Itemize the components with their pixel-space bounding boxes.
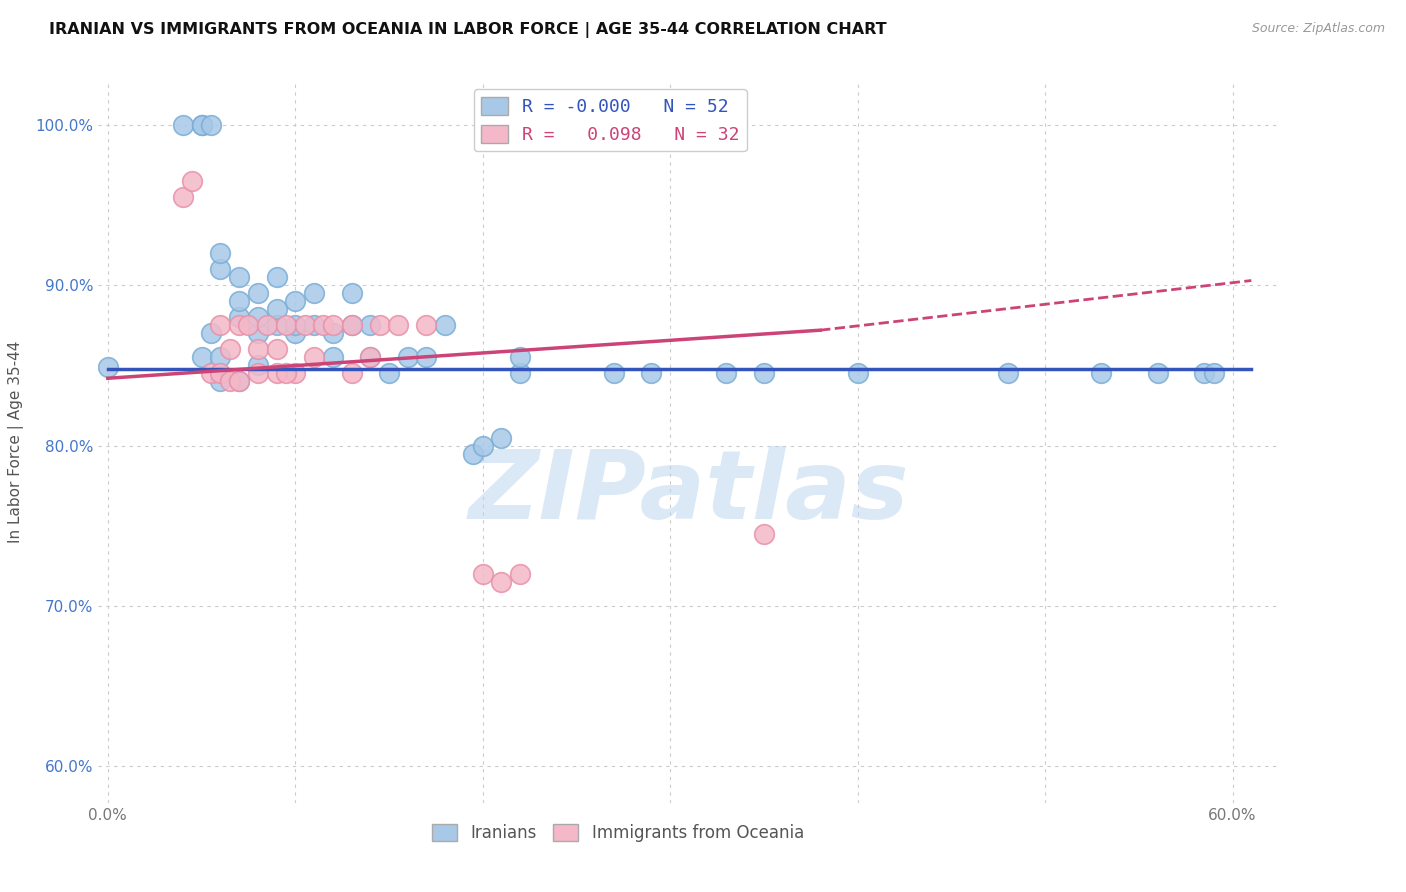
Point	[228, 375, 250, 389]
Point	[246, 326, 269, 341]
Point	[284, 367, 307, 381]
Point	[752, 367, 775, 381]
Point	[190, 351, 212, 365]
Point	[284, 294, 307, 309]
Point	[471, 566, 494, 581]
Point	[434, 318, 457, 333]
Point	[246, 343, 269, 357]
Point	[200, 118, 222, 132]
Point	[340, 286, 363, 301]
Point	[294, 318, 316, 333]
Point	[200, 367, 222, 381]
Point	[266, 343, 288, 357]
Point	[322, 318, 344, 333]
Point	[302, 351, 325, 365]
Point	[359, 351, 381, 365]
Point	[209, 246, 232, 260]
Point	[312, 318, 335, 333]
Point	[266, 302, 288, 317]
Point	[1146, 367, 1168, 381]
Point	[228, 270, 250, 285]
Point	[256, 318, 278, 333]
Point	[266, 367, 288, 381]
Point	[997, 367, 1019, 381]
Point	[368, 318, 391, 333]
Point	[190, 118, 212, 132]
Point	[209, 375, 232, 389]
Point	[603, 367, 626, 381]
Point	[340, 318, 363, 333]
Point	[274, 367, 297, 381]
Point	[284, 318, 307, 333]
Point	[302, 286, 325, 301]
Point	[359, 351, 381, 365]
Point	[387, 318, 409, 333]
Point	[228, 375, 250, 389]
Point	[359, 318, 381, 333]
Point	[172, 118, 194, 132]
Point	[509, 566, 531, 581]
Point	[322, 351, 344, 365]
Point	[209, 318, 232, 333]
Point	[1194, 367, 1216, 381]
Point	[181, 174, 204, 188]
Point	[246, 286, 269, 301]
Point	[97, 359, 120, 374]
Point	[415, 318, 437, 333]
Point	[378, 367, 401, 381]
Point	[463, 446, 485, 460]
Point	[200, 326, 222, 341]
Point	[1202, 367, 1225, 381]
Point	[266, 270, 288, 285]
Point	[172, 190, 194, 204]
Point	[274, 318, 297, 333]
Point	[396, 351, 419, 365]
Point	[509, 367, 531, 381]
Point	[491, 431, 513, 445]
Point	[246, 359, 269, 373]
Point	[415, 351, 437, 365]
Point	[228, 294, 250, 309]
Point	[322, 326, 344, 341]
Point	[266, 318, 288, 333]
Point	[209, 351, 232, 365]
Y-axis label: In Labor Force | Age 35-44: In Labor Force | Age 35-44	[8, 341, 24, 542]
Point	[284, 326, 307, 341]
Point	[491, 574, 513, 589]
Point	[228, 318, 250, 333]
Point	[238, 318, 260, 333]
Text: IRANIAN VS IMMIGRANTS FROM OCEANIA IN LABOR FORCE | AGE 35-44 CORRELATION CHART: IRANIAN VS IMMIGRANTS FROM OCEANIA IN LA…	[49, 22, 887, 38]
Point	[716, 367, 738, 381]
Point	[752, 526, 775, 541]
Point	[340, 367, 363, 381]
Legend: Iranians, Immigrants from Oceania: Iranians, Immigrants from Oceania	[426, 817, 811, 848]
Point	[302, 318, 325, 333]
Point	[340, 318, 363, 333]
Point	[218, 343, 240, 357]
Text: Source: ZipAtlas.com: Source: ZipAtlas.com	[1251, 22, 1385, 36]
Point	[246, 367, 269, 381]
Point	[246, 310, 269, 325]
Point	[1090, 367, 1112, 381]
Text: ZIPatlas: ZIPatlas	[468, 446, 910, 539]
Point	[209, 262, 232, 277]
Point	[471, 438, 494, 452]
Point	[640, 367, 662, 381]
Point	[218, 375, 240, 389]
Point	[509, 351, 531, 365]
Point	[228, 310, 250, 325]
Point	[190, 118, 212, 132]
Point	[846, 367, 869, 381]
Point	[209, 367, 232, 381]
